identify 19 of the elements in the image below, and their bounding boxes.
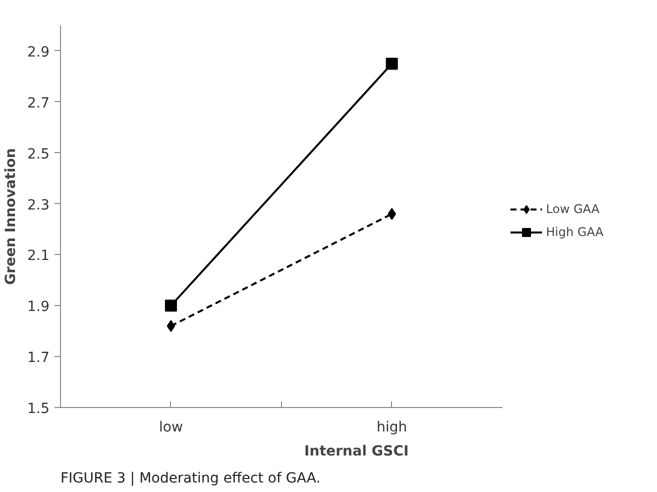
y-tick-label: 2.5 [27, 146, 50, 162]
legend-label: Low GAA [546, 202, 600, 216]
point [388, 208, 396, 220]
y-tick-label: 1.9 [27, 299, 50, 316]
caption: FIGURE 3 | Moderating effect of GAA. [60, 470, 320, 486]
y-tick-label: 2.9 [27, 44, 50, 60]
point [164, 300, 177, 312]
x-tick-label: high [376, 420, 408, 436]
y-tick-label: 2.1 [27, 248, 50, 264]
y-tick-label: 1.5 [27, 401, 50, 417]
x-axis-title: Internal GSCI [304, 444, 409, 460]
y-tick-label: 1.7 [27, 350, 50, 366]
x-tick-label: low [158, 420, 183, 436]
y-tick-label: 2.7 [27, 95, 50, 112]
point [386, 58, 398, 70]
legend-label: High GAA [546, 225, 604, 239]
point [166, 320, 176, 332]
y-tick-label: 2.3 [27, 197, 50, 214]
y-axis-title: Green Innovation [3, 148, 20, 285]
